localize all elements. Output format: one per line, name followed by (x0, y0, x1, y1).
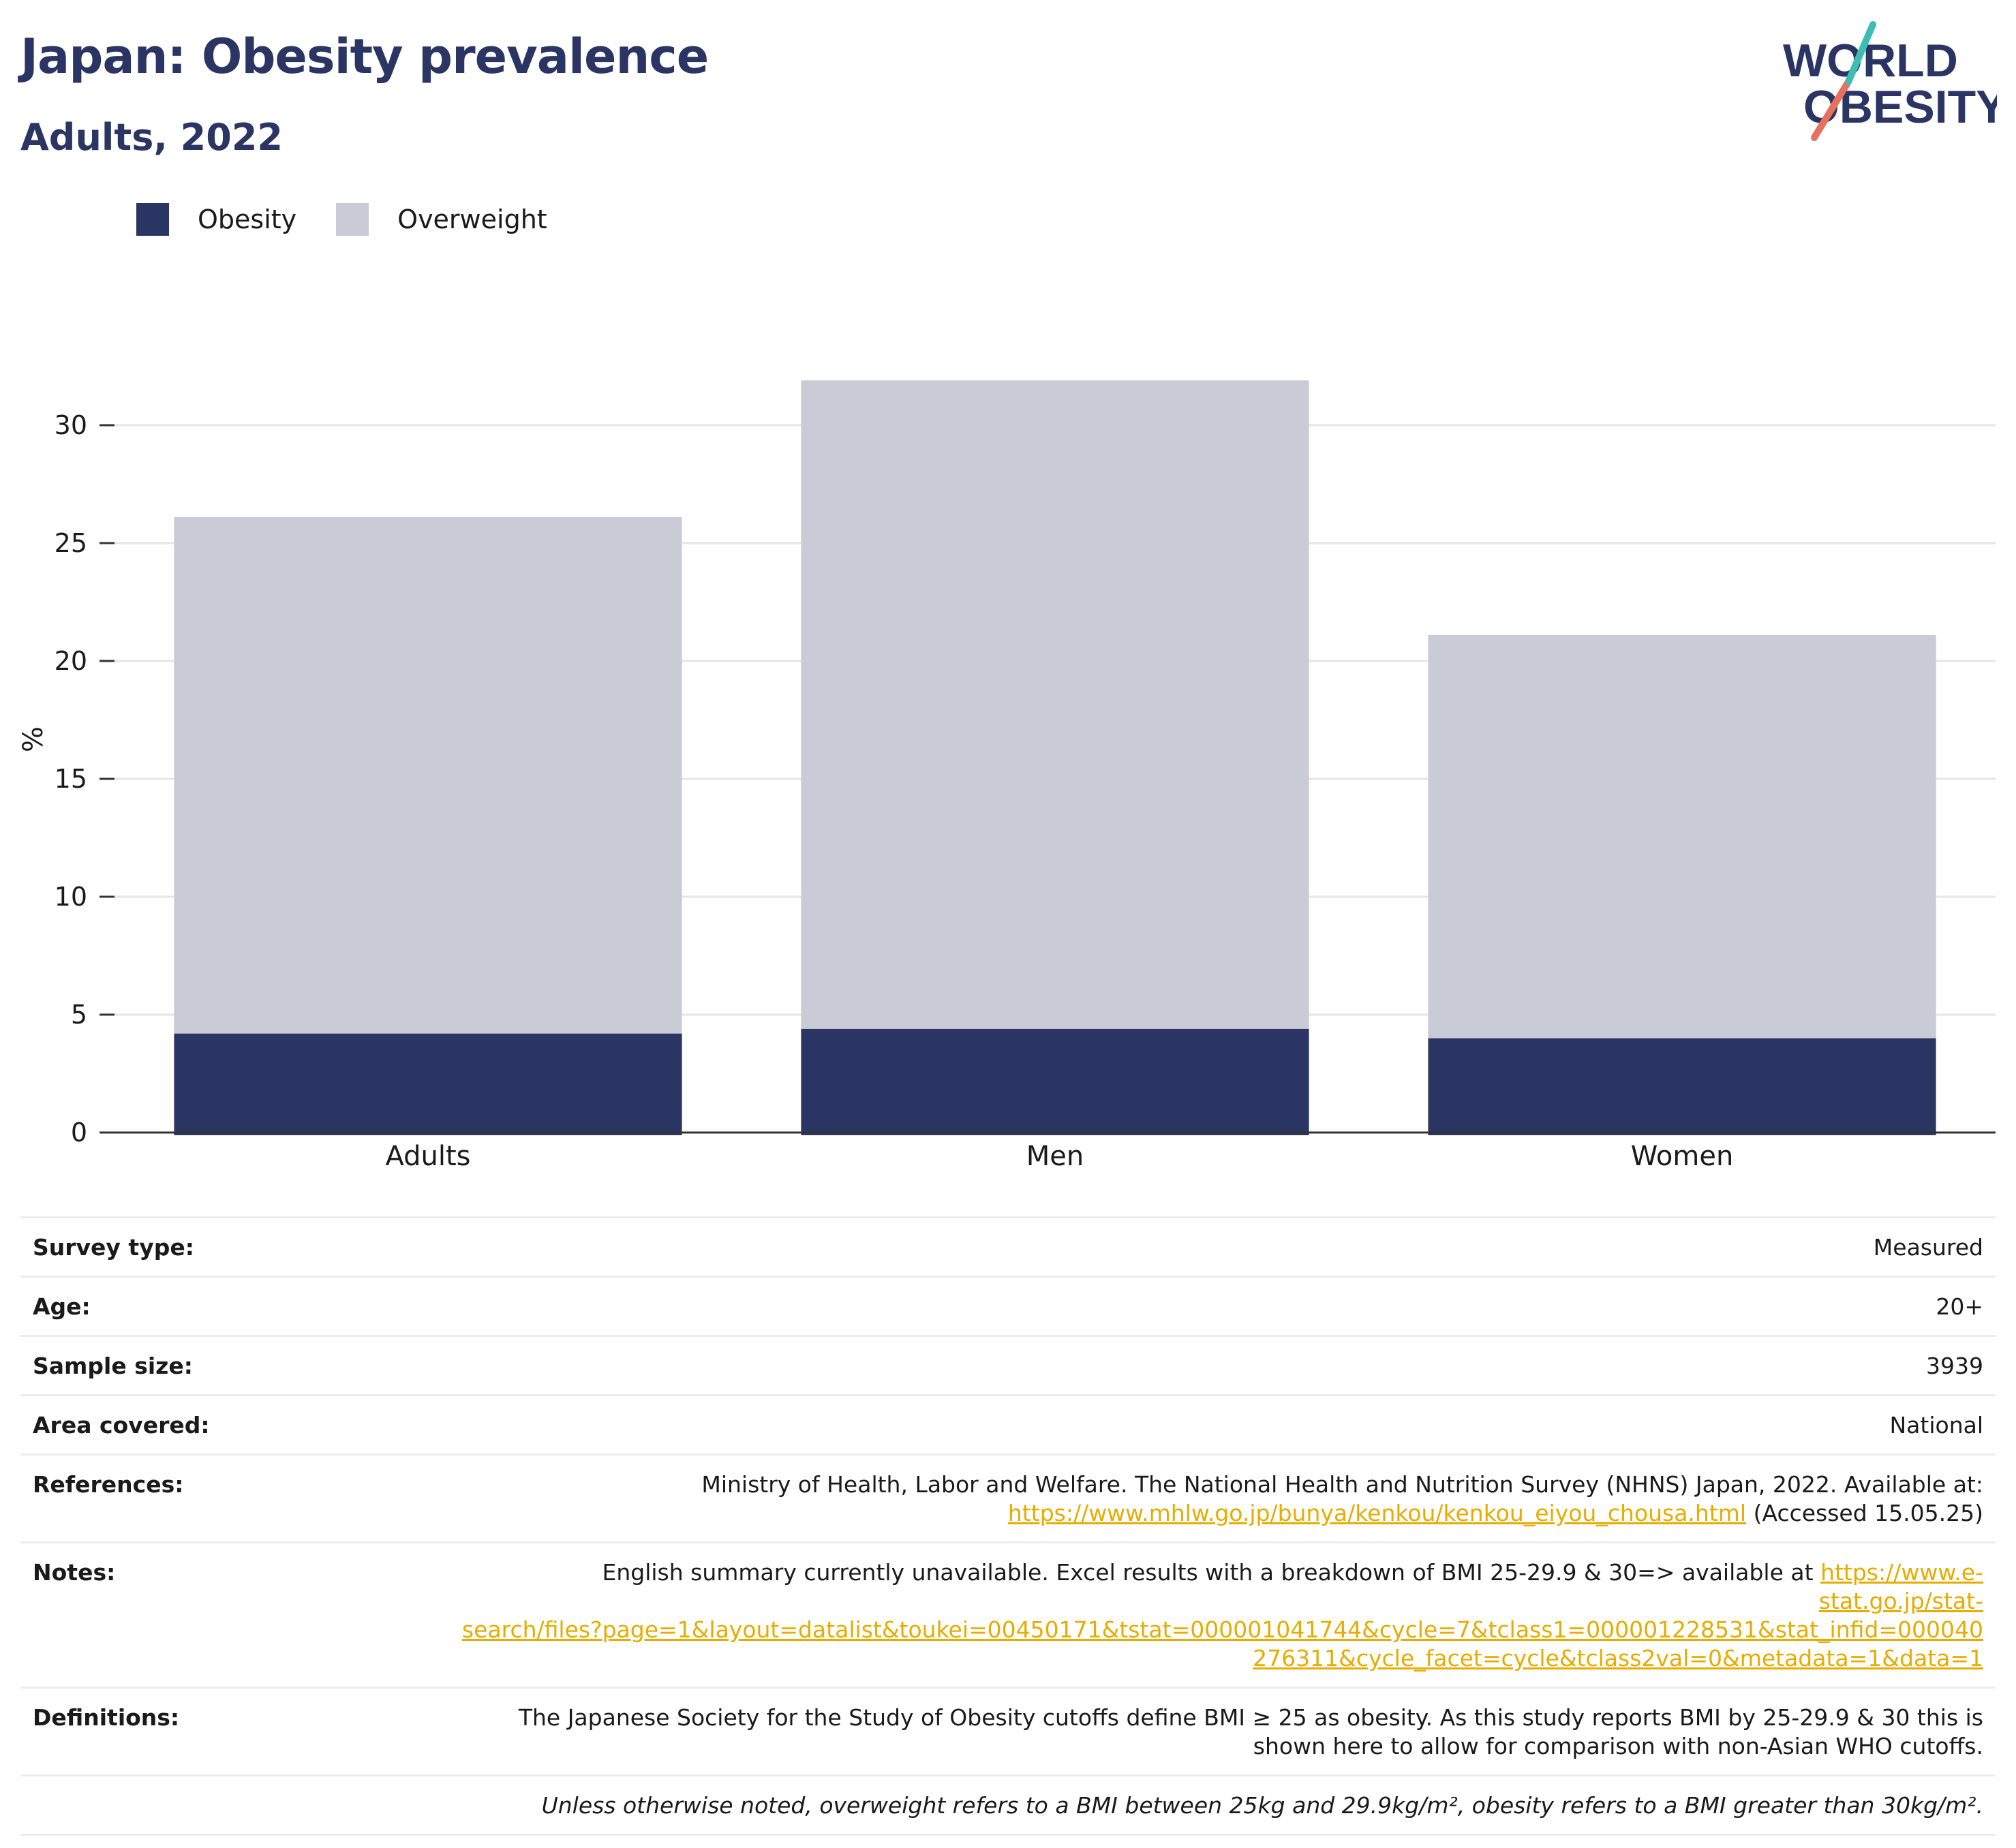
references-value: Ministry of Health, Labor and Welfare. T… (701, 1470, 1983, 1528)
definitions-line-2: shown here to allow for comparison with … (1253, 1733, 1983, 1759)
y-tick-label-15: 15 (55, 764, 87, 794)
x-tick-label-women: Women (1631, 1141, 1734, 1172)
info-row-sample-size: Sample size: 3939 (20, 1335, 1996, 1394)
info-row-definitions: Definitions: The Japanese Society for th… (20, 1687, 1996, 1774)
bar-adults-overweight (174, 517, 682, 1034)
info-row-area: Area covered: National (20, 1394, 1996, 1453)
y-tick-label-10: 10 (55, 882, 87, 912)
info-row-references: References: Ministry of Health, Labor an… (20, 1453, 1996, 1541)
stacked-bar-chart: 0 5 10 15 20 25 30% Adults Men Women (18, 380, 1996, 1172)
info-row-footnote: Unless otherwise noted, overweight refer… (20, 1774, 1996, 1836)
legend-item-overweight: Overweight (336, 203, 547, 236)
world-obesity-logo: WORLD OBESITY (1772, 20, 2007, 143)
notes-label: Notes: (33, 1559, 116, 1586)
y-tick-label-25: 25 (55, 528, 87, 558)
bar-men-obesity (801, 1028, 1309, 1135)
age-value: 20+ (1936, 1293, 1983, 1320)
legend-swatch-obesity (136, 203, 169, 236)
chart-legend: Obesity Overweight (136, 203, 587, 236)
notes-link-part-3[interactable]: search/files?page=1&layout=datalist&touk… (461, 1616, 1983, 1643)
references-link[interactable]: https://www.mhlw.go.jp/bunya/kenkou/kenk… (1007, 1500, 1747, 1526)
legend-item-obesity: Obesity (136, 203, 296, 236)
notes-link-part-2[interactable]: stat.go.jp/stat- (1818, 1588, 1983, 1614)
x-tick-label-adults: Adults (385, 1141, 470, 1172)
survey-type-label: Survey type: (33, 1234, 194, 1261)
y-tick-label-5: 5 (71, 1000, 87, 1030)
sample-size-label: Sample size: (33, 1353, 193, 1379)
y-tick-label-0: 0 (71, 1118, 87, 1148)
notes-value: English summary currently unavailable. E… (462, 1558, 1983, 1673)
legend-label-overweight: Overweight (397, 204, 547, 234)
area-label: Area covered: (33, 1412, 210, 1438)
y-tick-label-20: 20 (55, 646, 87, 676)
info-row-survey-type: Survey type: Measured (20, 1216, 1996, 1276)
definitions-line-1: The Japanese Society for the Study of Ob… (518, 1704, 1983, 1731)
survey-type-value: Measured (1873, 1234, 1983, 1261)
footnote-text: Unless otherwise noted, overweight refer… (541, 1792, 1983, 1819)
definitions-label: Definitions: (33, 1704, 180, 1731)
info-row-notes: Notes: English summary currently unavail… (20, 1541, 1996, 1687)
chart-subtitle: Adults, 2022 (20, 116, 283, 159)
legend-swatch-overweight (336, 203, 369, 236)
notes-link-part-1[interactable]: https://www.e- (1820, 1559, 1983, 1586)
bar-women-obesity (1428, 1038, 1936, 1135)
references-accessed: (Accessed 15.05.25) (1753, 1500, 1983, 1526)
chart-title: Japan: Obesity prevalence (20, 29, 709, 84)
age-label: Age: (33, 1293, 91, 1320)
info-row-age: Age: 20+ (20, 1276, 1996, 1335)
y-tick-label-30: 30 (55, 410, 87, 440)
notes-link-part-4[interactable]: 276311&cycle_facet=cycle&tclass2val=0&me… (1253, 1645, 1983, 1672)
sample-size-value: 3939 (1926, 1353, 1983, 1379)
legend-label-obesity: Obesity (198, 204, 297, 234)
references-label: References: (33, 1471, 184, 1498)
bar-women-overweight (1428, 634, 1936, 1038)
x-tick-label-men: Men (1026, 1141, 1084, 1172)
definitions-value: The Japanese Society for the Study of Ob… (519, 1704, 1983, 1761)
survey-info-table: Survey type: Measured Age: 20+ Sample si… (20, 1216, 1996, 1836)
notes-text: English summary currently unavailable. E… (602, 1559, 1814, 1586)
bar-men-overweight (801, 380, 1309, 1029)
logo-line-2: OBESITY (1803, 81, 1997, 133)
logo-line-1: WORLD (1783, 35, 1958, 87)
bar-adults-obesity (174, 1033, 682, 1135)
area-value: National (1889, 1412, 1983, 1438)
references-text: Ministry of Health, Labor and Welfare. T… (701, 1471, 1983, 1498)
y-axis-label: % (18, 726, 49, 752)
